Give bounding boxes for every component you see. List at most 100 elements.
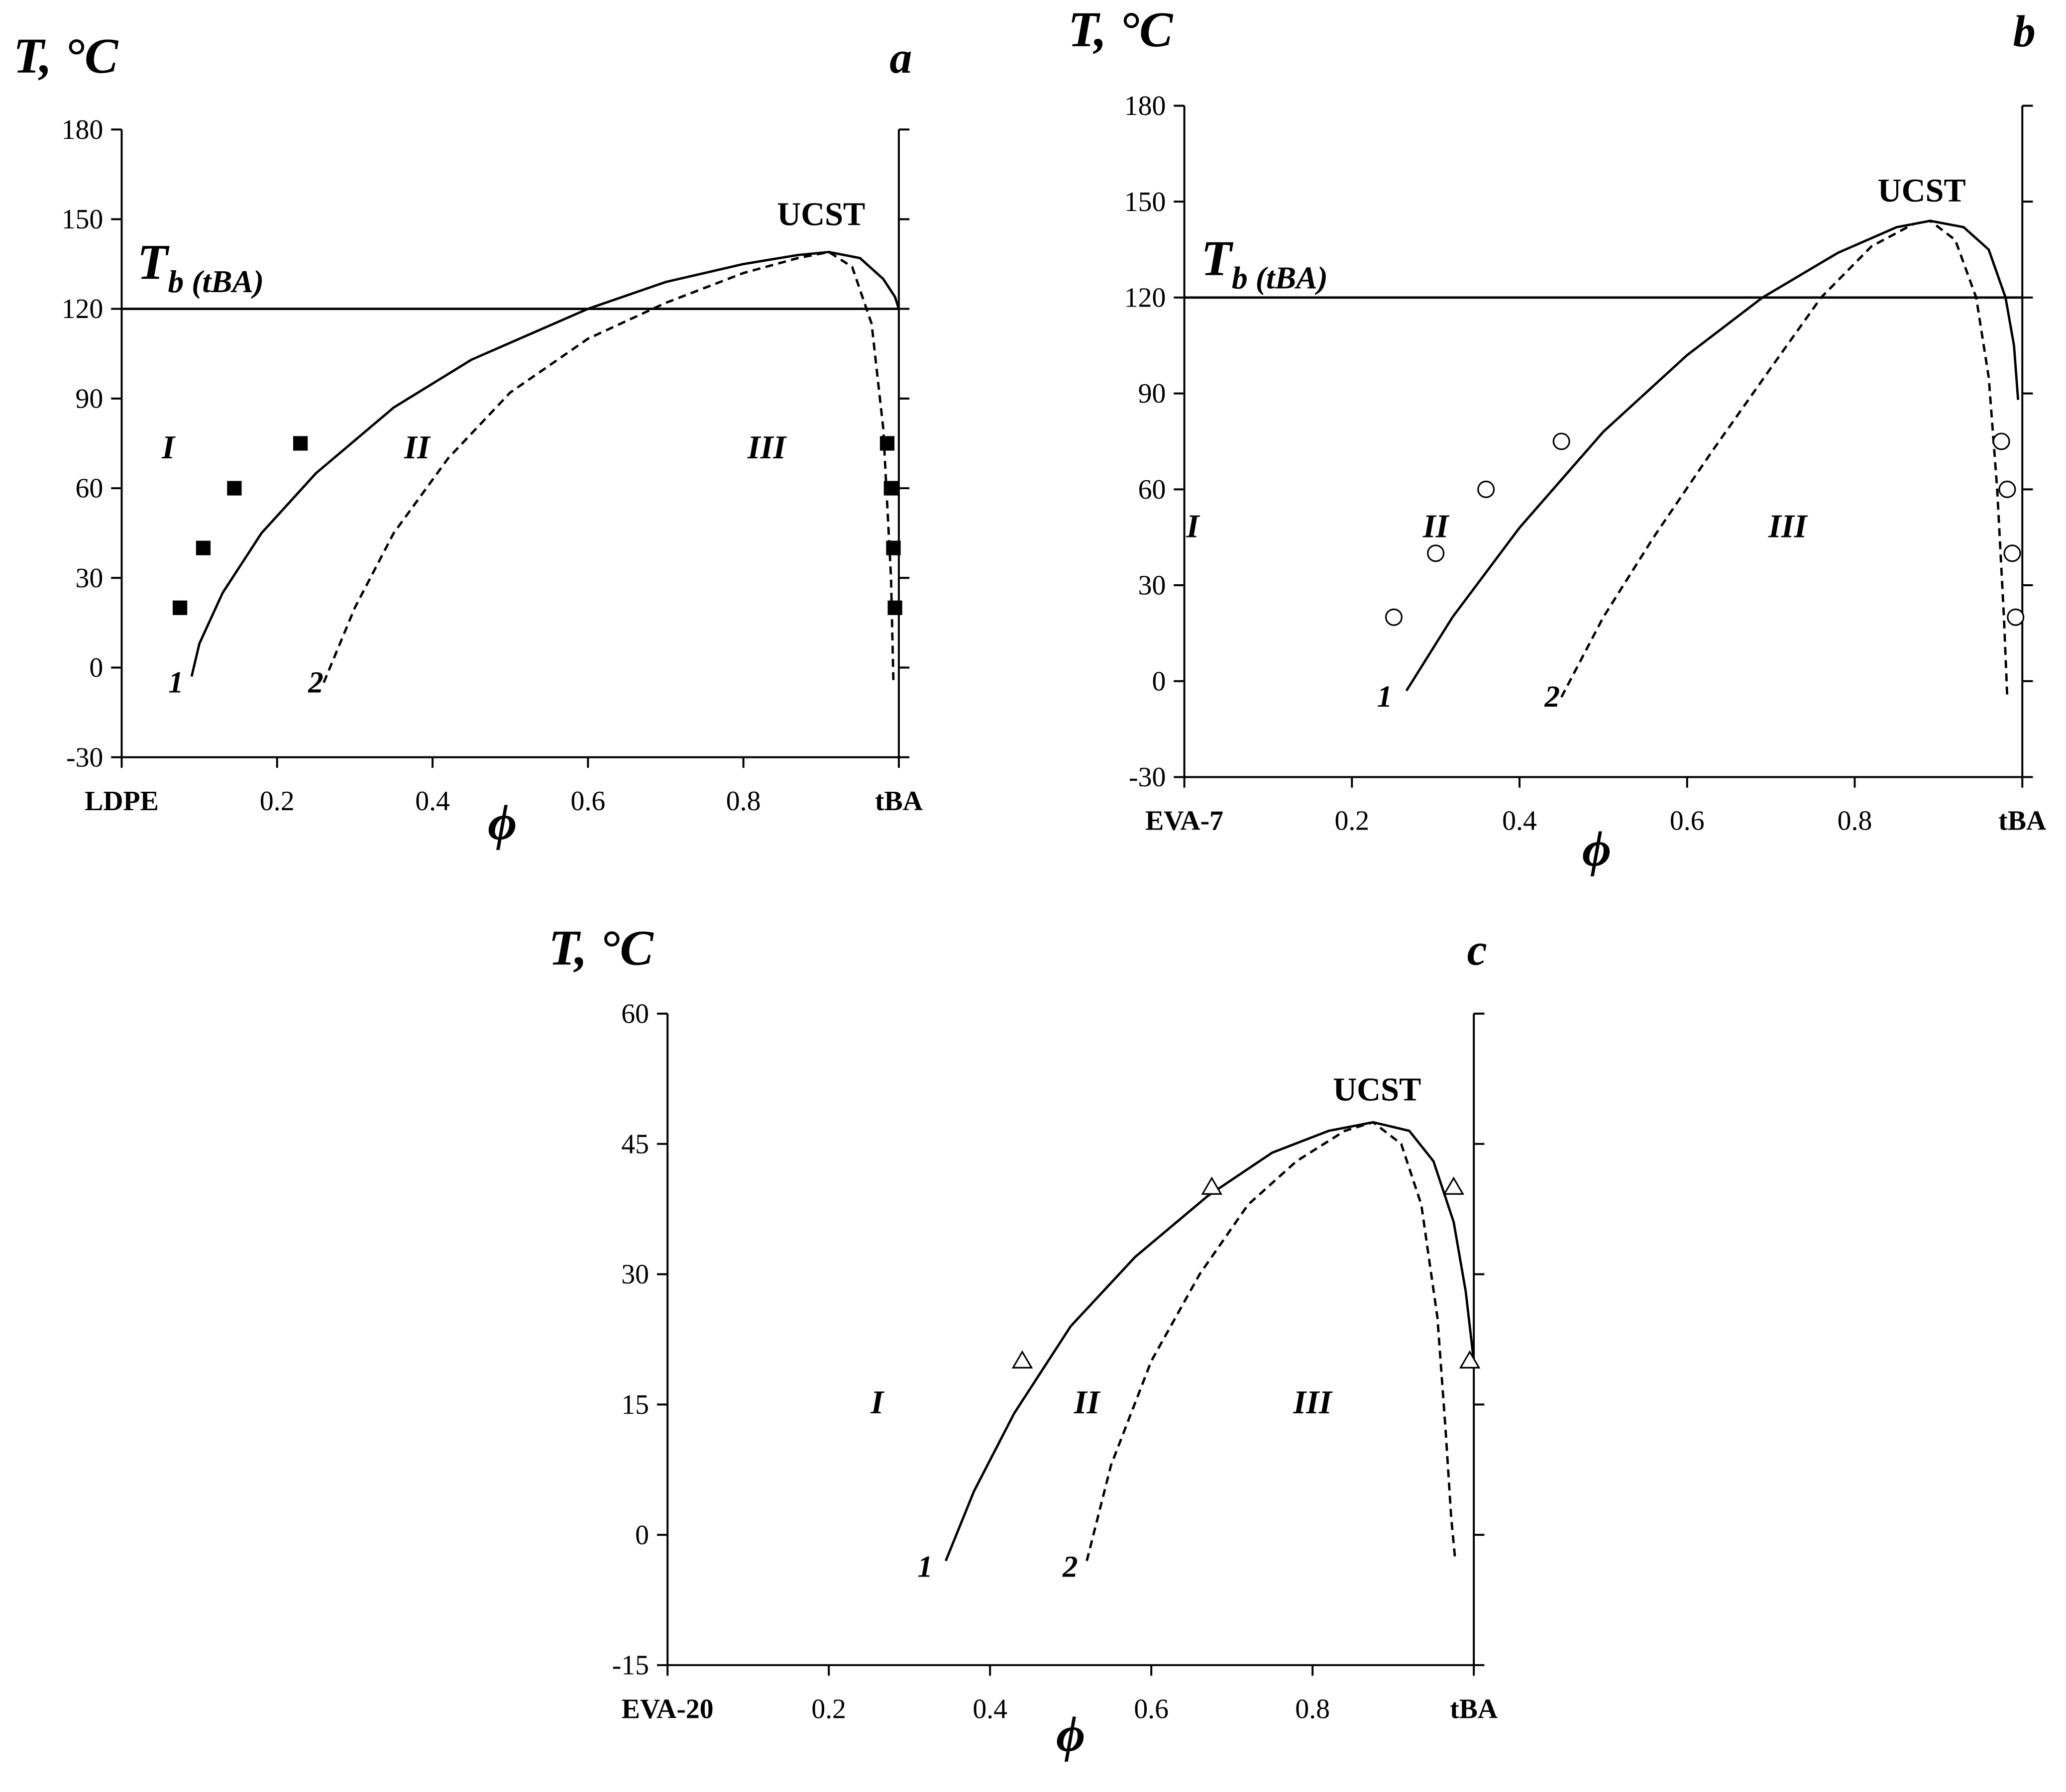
y-tick-label: 150 [1124,187,1166,217]
data-point [887,600,902,615]
x-tick-label: 0.4 [1502,806,1537,837]
y-tick-label: 45 [621,1129,649,1160]
y-tick-label: 120 [62,294,104,324]
y-tick-label: 30 [621,1259,649,1290]
y-tick-label: 180 [1124,91,1166,121]
x-tick-label: 0.8 [1295,1693,1330,1724]
x-tick-label: 0.6 [1134,1693,1169,1724]
region-label: I [870,1384,884,1421]
boiling-label: Tb (tBA) [137,234,264,300]
y-tick-label: 0 [89,652,103,683]
y-tick-label: 180 [62,114,104,145]
y-tick-label: 0 [635,1520,649,1551]
x-tick-label: 0.2 [1334,806,1369,837]
y-tick-label: 15 [621,1389,649,1420]
data-point [1459,1350,1481,1369]
x-tick-label: LDPE [85,786,159,817]
y-tick-label: 30 [76,563,104,594]
boiling-label: Tb (tBA) [1201,230,1328,296]
data-point [886,540,901,555]
curve-label: 1 [168,666,184,699]
y-tick-label: 60 [76,473,104,504]
curve [323,250,895,683]
x-tick-label: 0.2 [260,786,295,817]
y-tick-label: -30 [66,742,103,773]
x-tick-label: 0.2 [811,1693,846,1724]
data-point [1992,432,2010,450]
data-point [1201,1176,1223,1195]
data-point [1385,608,1403,626]
x-axis-title: ϕ [488,794,517,850]
y-tick-label: 60 [1138,474,1166,505]
data-point [227,481,242,496]
curve [945,1121,1475,1562]
curve [190,251,900,677]
region-label: II [1074,1384,1101,1421]
data-point [196,540,211,555]
region-label: I [161,429,176,466]
y-tick-label: 150 [62,204,104,235]
data-point [1552,432,1570,450]
x-tick-label: 0.6 [571,786,606,817]
boiling-label-sub: b (tBA) [1232,260,1328,295]
x-tick-label: 0.4 [973,1693,1007,1724]
region-label: III [1293,1384,1333,1421]
x-tick-label: 0.8 [1838,806,1872,837]
x-tick-label: tBA [1998,806,2046,837]
curve-label: 1 [917,1550,933,1583]
data-point [1427,544,1445,562]
x-tick-label: tBA [1450,1693,1498,1724]
y-tick-label: 90 [76,383,104,414]
y-axis-title: T, °C [1068,1,1174,57]
x-axis-title: ϕ [1056,1706,1085,1762]
x-tick-label: 0.4 [415,786,450,817]
y-tick-label: 0 [1152,666,1166,697]
y-tick-label: 120 [1124,282,1166,313]
curve [1405,219,2020,692]
data-point [879,436,895,451]
region-label: I [1186,509,1200,545]
curve-label: 2 [1062,1550,1078,1583]
data-point [2003,544,2021,562]
curve [1086,1121,1457,1562]
y-tick-label: 30 [1138,570,1166,601]
y-tick-label: -30 [1129,762,1166,793]
ucst-label: UCST [1333,1071,1421,1108]
curve-label: 1 [1377,680,1393,714]
x-tick-label: 0.8 [726,786,761,817]
curve-label: 2 [1544,680,1560,714]
data-point [172,600,188,615]
y-axis-title: T, °C [13,28,119,84]
data-point [883,481,898,496]
y-tick-label: 60 [621,998,649,1029]
region-label: III [1768,509,1808,545]
data-point [1477,480,1495,498]
curve [1560,219,2009,698]
region-label: II [1422,509,1450,545]
boiling-label-main: T [1201,230,1233,286]
panel-label: b [2013,6,2036,56]
data-point [2007,608,2025,626]
data-point [1998,480,2016,498]
boiling-label-sub: b (tBA) [168,264,264,299]
boiling-label-main: T [137,234,170,290]
x-tick-label: EVA-20 [622,1693,714,1724]
y-tick-label: -15 [612,1650,649,1681]
ucst-label: UCST [777,196,865,232]
data-point [1011,1350,1033,1369]
x-tick-label: EVA-7 [1145,806,1223,837]
y-axis-title: T, °C [548,920,654,976]
ucst-label: UCST [1878,173,1966,209]
data-point [293,436,308,451]
panel-label: a [889,33,912,83]
panel-label: c [1467,925,1487,975]
x-axis-title: ϕ [1582,821,1611,876]
y-tick-label: 90 [1138,378,1166,409]
region-label: II [404,429,431,466]
curve-label: 2 [308,666,324,699]
data-point [1443,1176,1465,1195]
x-tick-label: 0.6 [1670,806,1705,837]
x-tick-label: tBA [875,786,923,817]
region-label: III [747,429,787,466]
